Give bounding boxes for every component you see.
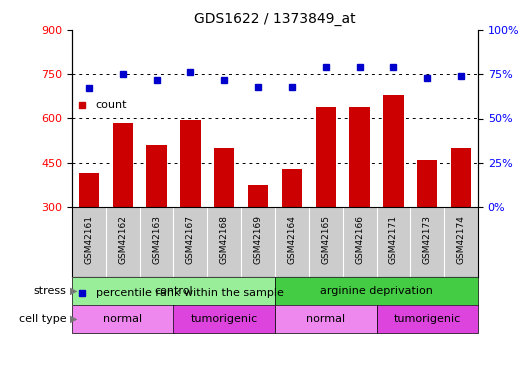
Bar <box>146 145 167 207</box>
Bar <box>377 305 478 333</box>
Bar <box>383 95 404 207</box>
Text: GSM42164: GSM42164 <box>288 215 297 264</box>
Text: normal: normal <box>103 314 142 324</box>
Text: GSM42171: GSM42171 <box>389 215 398 264</box>
Text: count: count <box>96 100 127 110</box>
Bar <box>451 148 471 207</box>
Text: ▶: ▶ <box>71 314 78 324</box>
Bar <box>275 305 377 333</box>
Bar <box>180 120 200 207</box>
Text: GSM42167: GSM42167 <box>186 215 195 264</box>
Bar <box>72 277 275 305</box>
Text: GSM42168: GSM42168 <box>220 215 229 264</box>
Text: arginine deprivation: arginine deprivation <box>320 286 433 296</box>
Text: control: control <box>154 286 193 296</box>
Bar <box>282 169 302 207</box>
Bar <box>174 305 275 333</box>
Text: cell type: cell type <box>19 314 67 324</box>
Text: stress: stress <box>34 286 67 296</box>
Title: GDS1622 / 1373849_at: GDS1622 / 1373849_at <box>194 12 356 26</box>
Text: normal: normal <box>306 314 345 324</box>
Text: GSM42161: GSM42161 <box>84 215 94 264</box>
Bar <box>72 305 174 333</box>
Text: GSM42174: GSM42174 <box>457 215 465 264</box>
Text: GSM42163: GSM42163 <box>152 215 161 264</box>
Text: tumorigenic: tumorigenic <box>394 314 461 324</box>
Bar <box>417 160 437 207</box>
Text: ▶: ▶ <box>71 286 78 296</box>
Bar <box>275 277 478 305</box>
Text: GSM42169: GSM42169 <box>254 215 263 264</box>
Bar <box>214 148 234 207</box>
Bar <box>349 107 370 207</box>
Text: GSM42166: GSM42166 <box>355 215 364 264</box>
Bar <box>79 173 99 207</box>
Text: GSM42162: GSM42162 <box>118 215 127 264</box>
Text: percentile rank within the sample: percentile rank within the sample <box>96 288 283 297</box>
Bar <box>315 107 336 207</box>
Bar <box>248 185 268 207</box>
Text: GSM42173: GSM42173 <box>423 215 432 264</box>
Text: tumorigenic: tumorigenic <box>190 314 258 324</box>
Text: GSM42165: GSM42165 <box>321 215 330 264</box>
Bar <box>112 123 133 207</box>
